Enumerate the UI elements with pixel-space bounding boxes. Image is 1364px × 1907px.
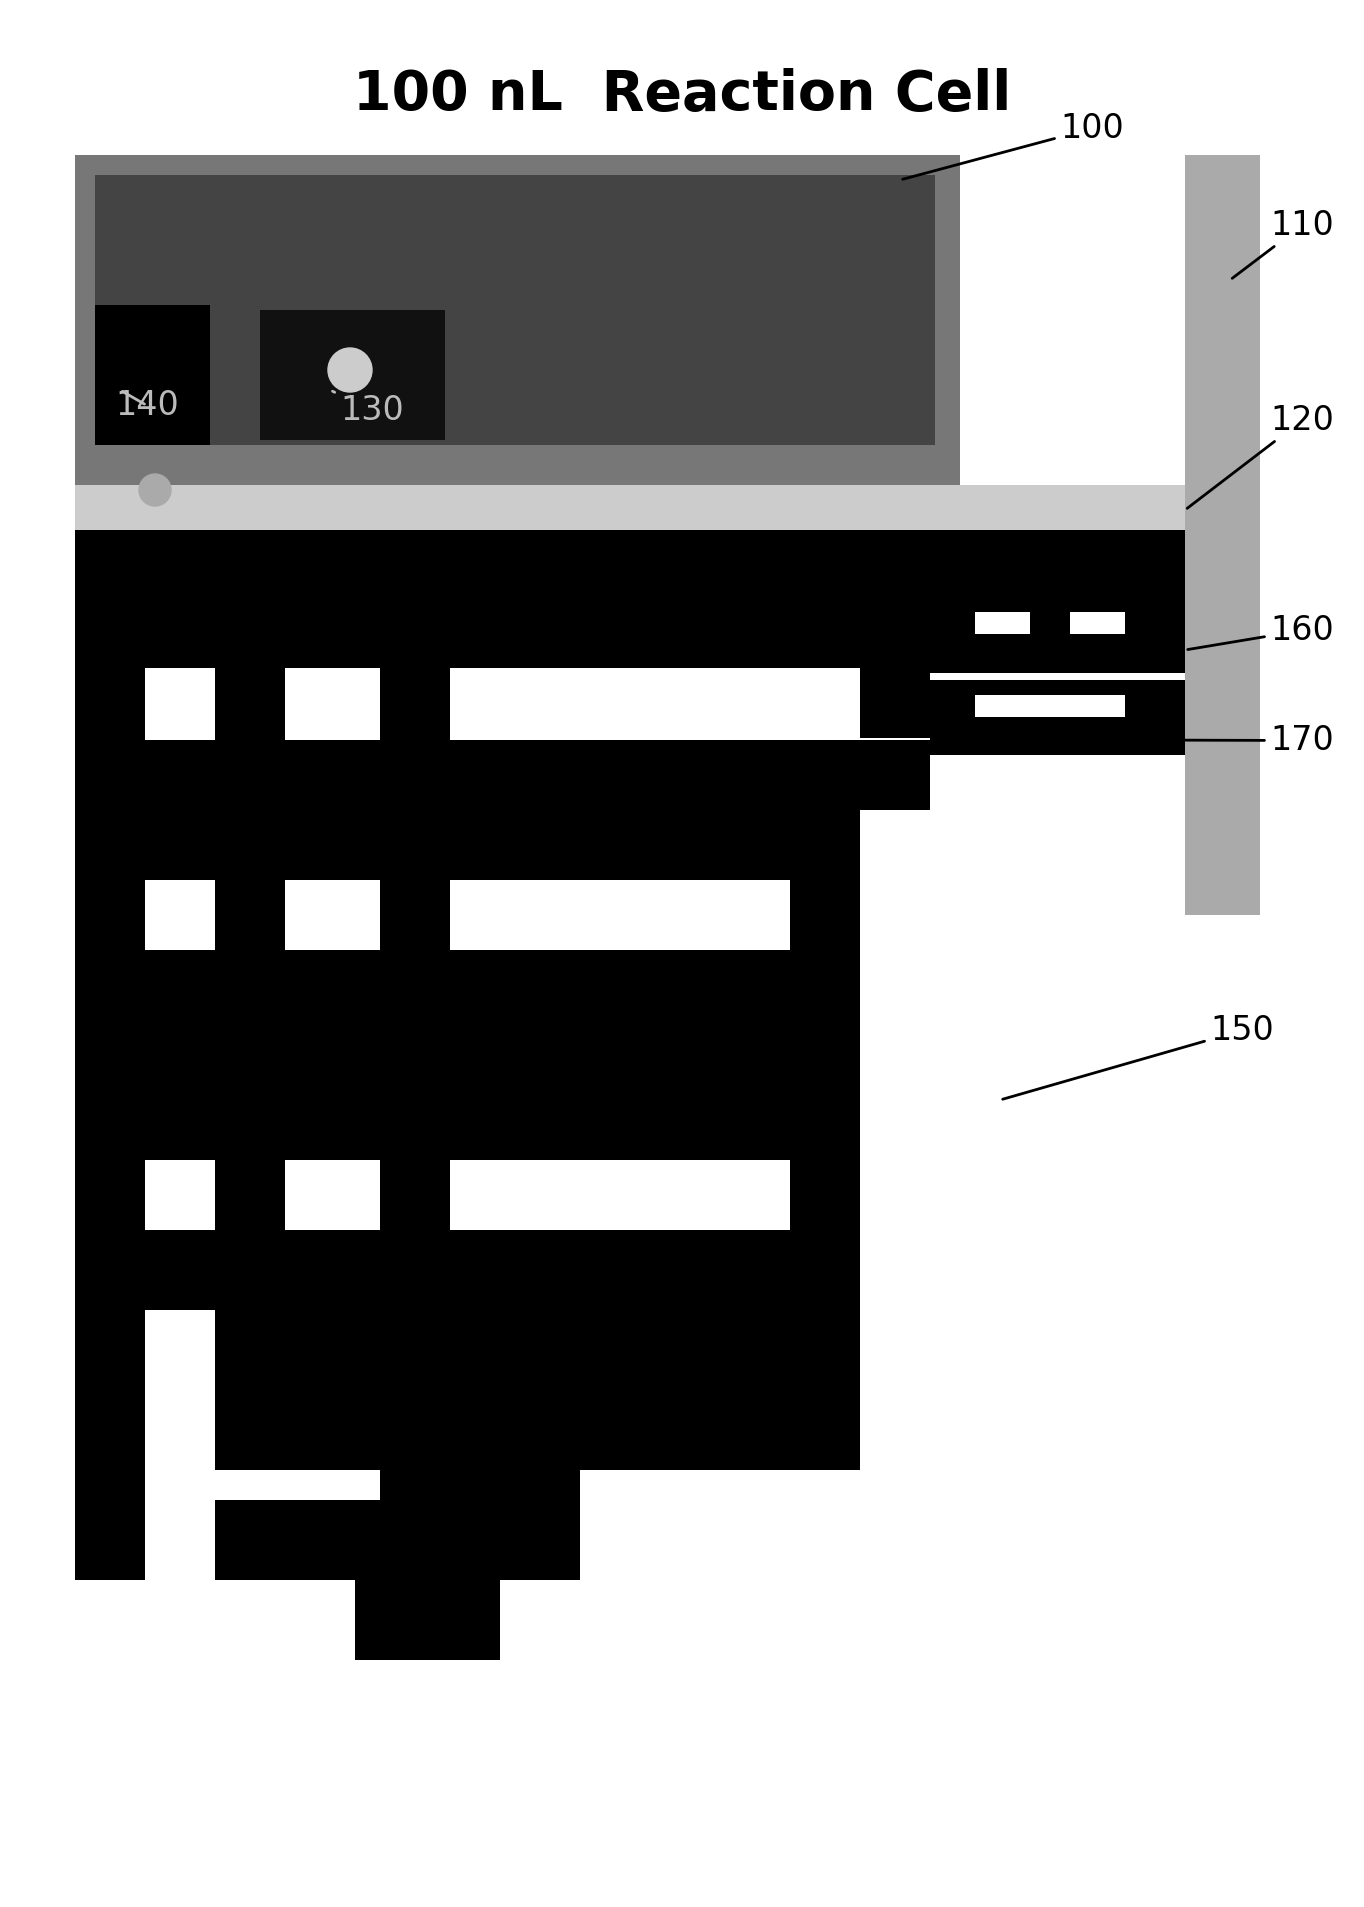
Bar: [216, 1501, 580, 1581]
Bar: [261, 311, 445, 441]
Bar: [975, 612, 1030, 633]
Bar: [930, 681, 1185, 755]
Bar: [790, 1020, 859, 1230]
Bar: [790, 879, 859, 1020]
Bar: [145, 950, 859, 1020]
Text: 170: 170: [1132, 725, 1334, 757]
Bar: [790, 1230, 859, 1470]
Bar: [95, 175, 934, 444]
Bar: [216, 1091, 285, 1230]
Bar: [145, 810, 859, 879]
Bar: [960, 154, 1185, 484]
Bar: [216, 667, 285, 810]
Bar: [975, 694, 1125, 717]
Text: 110: 110: [1232, 210, 1334, 278]
Circle shape: [139, 475, 170, 505]
Bar: [75, 599, 930, 667]
Bar: [930, 599, 1185, 673]
Bar: [381, 667, 450, 810]
Bar: [381, 950, 450, 1091]
Bar: [216, 1390, 790, 1470]
Bar: [381, 1159, 450, 1310]
Bar: [145, 1091, 859, 1159]
Bar: [381, 1390, 450, 1581]
Bar: [75, 1230, 859, 1310]
Bar: [1069, 612, 1125, 633]
Bar: [75, 530, 145, 1581]
Bar: [145, 740, 930, 810]
Text: 120: 120: [1187, 404, 1334, 509]
Bar: [216, 950, 285, 1091]
Bar: [216, 1159, 285, 1310]
Bar: [381, 810, 450, 950]
Bar: [75, 484, 1185, 536]
Bar: [216, 1310, 859, 1390]
Text: 130: 130: [333, 391, 404, 427]
Bar: [145, 1020, 790, 1091]
Bar: [1185, 154, 1260, 915]
Bar: [510, 1390, 580, 1581]
Text: 100: 100: [903, 113, 1124, 179]
Bar: [859, 599, 930, 738]
Bar: [381, 1091, 450, 1230]
Bar: [381, 1470, 580, 1581]
Bar: [216, 810, 285, 950]
Bar: [75, 154, 1185, 484]
Bar: [355, 1581, 501, 1659]
Bar: [75, 530, 1185, 599]
Circle shape: [327, 347, 372, 393]
Text: 100 nL  Reaction Cell: 100 nL Reaction Cell: [353, 69, 1011, 122]
Text: 140: 140: [115, 389, 179, 421]
Text: 160: 160: [1188, 614, 1334, 650]
Text: 150: 150: [1003, 1015, 1274, 1098]
Bar: [95, 305, 210, 444]
